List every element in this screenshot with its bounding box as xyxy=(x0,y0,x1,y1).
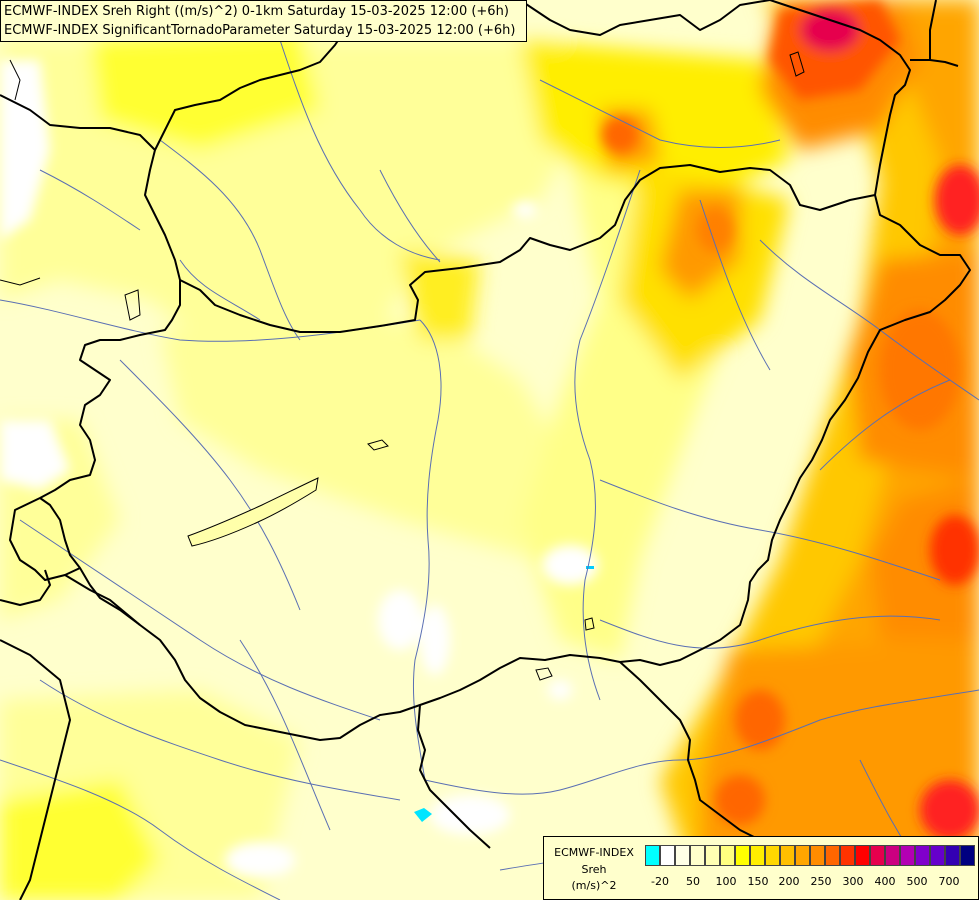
legend-swatches xyxy=(645,845,975,866)
legend-swatch xyxy=(795,845,810,866)
legend-name-line-2: Sreh xyxy=(581,863,607,876)
legend-swatch xyxy=(945,845,960,866)
minor-borders xyxy=(0,59,595,681)
legend-swatch xyxy=(720,845,735,866)
legend-tick-label: 400 xyxy=(874,875,896,888)
legend-tick-label: 50 xyxy=(686,875,700,888)
legend-tick-label: 500 xyxy=(906,875,928,888)
legend-swatch xyxy=(825,845,840,866)
legend-swatch xyxy=(870,845,885,866)
legend-swatch xyxy=(810,845,825,866)
legend-ticks: -20 50 100 150 200 250 300 400 500 700 xyxy=(645,875,975,891)
helicity-peaks xyxy=(602,0,979,840)
legend-swatch xyxy=(885,845,900,866)
small-lake xyxy=(789,51,805,77)
legend-tick-label: 700 xyxy=(938,875,960,888)
legend-swatch xyxy=(900,845,915,866)
lake-neusiedl xyxy=(124,289,141,321)
title-line-2: ECMWF-INDEX SignificantTornadoParameter … xyxy=(4,23,516,38)
legend-tick-label: 100 xyxy=(715,875,737,888)
map-title-box: ECMWF-INDEX Sreh Right ((m/s)^2) 0-1km S… xyxy=(0,0,527,42)
legend-name-line-1: ECMWF-INDEX xyxy=(554,846,634,859)
rivers xyxy=(0,39,979,900)
legend-swatch xyxy=(930,845,945,866)
legend-tick-label: 300 xyxy=(842,875,864,888)
legend-swatch xyxy=(645,845,660,866)
lake-velence xyxy=(367,439,389,451)
legend-tick-label: 250 xyxy=(810,875,832,888)
legend-swatch xyxy=(765,845,780,866)
lake-balaton xyxy=(187,477,319,547)
low-values xyxy=(0,60,598,878)
legend-swatch xyxy=(780,845,795,866)
color-legend: ECMWF-INDEX Sreh (m/s)^2 -20 50 100 150 200 2… xyxy=(543,836,979,900)
legend-tick-label: -20 xyxy=(651,875,669,888)
legend-swatch xyxy=(915,845,930,866)
negative-value-mark xyxy=(586,566,594,569)
legend-swatch xyxy=(735,845,750,866)
legend-name-line-3: (m/s)^2 xyxy=(571,879,617,892)
legend-swatch xyxy=(750,845,765,866)
legend-swatch xyxy=(960,845,975,866)
legend-tick-label: 200 xyxy=(778,875,800,888)
legend-swatch xyxy=(675,845,690,866)
negative-value-spot xyxy=(414,808,432,822)
legend-tick-label: 150 xyxy=(747,875,769,888)
legend-swatch xyxy=(690,845,705,866)
legend-swatch xyxy=(660,845,675,866)
legend-swatch xyxy=(705,845,720,866)
title-line-1: ECMWF-INDEX Sreh Right ((m/s)^2) 0-1km S… xyxy=(4,4,509,19)
legend-swatch xyxy=(840,845,855,866)
legend-swatch xyxy=(855,845,870,866)
